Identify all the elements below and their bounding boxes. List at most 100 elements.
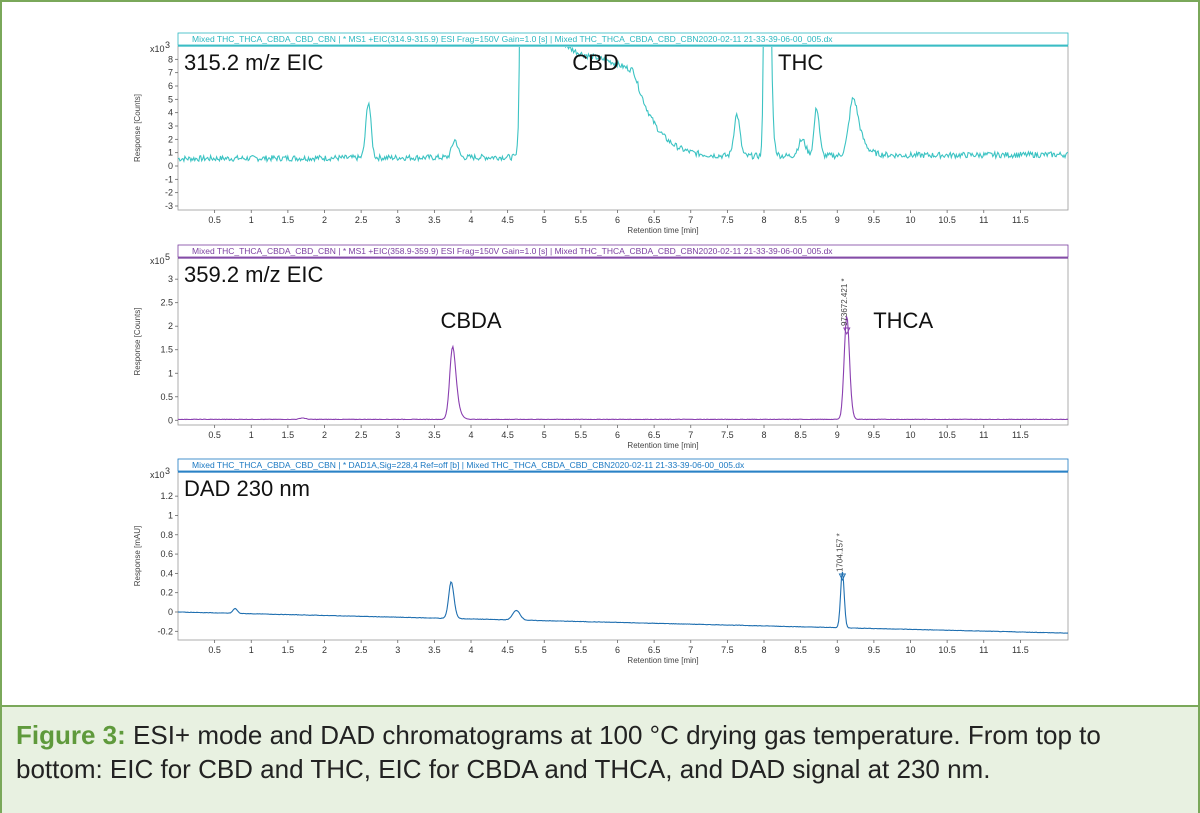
x-tick-label: 7.5 — [721, 215, 734, 225]
x-tick-label: 10.5 — [938, 215, 956, 225]
y-tick-label: 3 — [168, 121, 173, 131]
peak-annotation: CBDA — [440, 308, 501, 333]
x-tick-label: 10 — [906, 645, 916, 655]
x-tick-label: 10.5 — [938, 430, 956, 440]
x-tick-label: 8.5 — [794, 215, 807, 225]
peak-marker — [843, 327, 851, 336]
x-tick-label: 4.5 — [501, 645, 514, 655]
x-axis-label: Retention time [min] — [627, 441, 698, 450]
y-tick-label: 2 — [168, 321, 173, 331]
caption-label: Figure 3: — [16, 720, 126, 750]
x-tick-label: 2.5 — [355, 645, 368, 655]
chart-panel-1: Mixed THC_THCA_CBDA_CBD_CBN | * MS1 +EIC… — [133, 32, 1069, 235]
y-tick-label: -1 — [165, 174, 173, 184]
x-tick-label: 3.5 — [428, 430, 441, 440]
y-scale-exponent: 3 — [165, 466, 170, 476]
y-tick-label: 4 — [168, 108, 173, 118]
x-tick-label: 8 — [762, 215, 767, 225]
x-tick-label: 0.5 — [208, 430, 221, 440]
x-tick-label: 9.5 — [868, 645, 881, 655]
peak-marker — [838, 573, 847, 582]
y-tick-label: 6 — [168, 81, 173, 91]
x-tick-label: 3 — [395, 215, 400, 225]
x-tick-label: 0.5 — [208, 645, 221, 655]
x-tick-label: 6 — [615, 430, 620, 440]
x-tick-label: 4.5 — [501, 430, 514, 440]
x-tick-label: 3.5 — [428, 645, 441, 655]
y-axis-label: Response [mAU] — [133, 526, 142, 586]
y-tick-label: 0.4 — [160, 568, 173, 578]
x-tick-label: 8 — [762, 430, 767, 440]
panel-header-box — [177, 32, 1069, 46]
y-tick-label: 1 — [168, 368, 173, 378]
chart-panel-2: Mixed THC_THCA_CBDA_CBD_CBN | * MS1 +EIC… — [133, 244, 1069, 450]
y-tick-label: 5 — [168, 94, 173, 104]
y-tick-label: 2 — [168, 134, 173, 144]
y-tick-label: 1 — [168, 148, 173, 158]
panel-title: 359.2 m/z EIC — [184, 262, 324, 287]
y-tick-label: -0.2 — [157, 626, 173, 636]
y-scale-exponent: 5 — [165, 252, 170, 262]
x-tick-label: 2.5 — [355, 215, 368, 225]
x-tick-label: 1 — [249, 645, 254, 655]
caption-band — [2, 705, 1198, 813]
x-tick-label: 6 — [615, 215, 620, 225]
x-tick-label: 10.5 — [938, 645, 956, 655]
x-tick-label: 7 — [688, 215, 693, 225]
peak-annotation: CBD — [572, 50, 618, 75]
x-tick-label: 6.5 — [648, 645, 661, 655]
x-tick-label: 2 — [322, 215, 327, 225]
panel-header-text: Mixed THC_THCA_CBDA_CBD_CBN | * MS1 +EIC… — [192, 246, 833, 256]
x-tick-label: 0.5 — [208, 215, 221, 225]
x-tick-label: 3.5 — [428, 215, 441, 225]
x-tick-label: 6.5 — [648, 430, 661, 440]
y-tick-label: 0.8 — [160, 530, 173, 540]
x-tick-label: 5 — [542, 215, 547, 225]
signal-trace — [178, 47, 1068, 163]
y-tick-label: 1.2 — [160, 491, 173, 501]
x-tick-label: 11 — [979, 215, 988, 225]
plot-area — [177, 471, 1069, 641]
x-tick-label: 8.5 — [794, 430, 807, 440]
y-tick-label: 0.2 — [160, 588, 173, 598]
y-tick-label: 3 — [168, 274, 173, 284]
x-tick-label: 5.5 — [575, 430, 588, 440]
x-tick-label: 7.5 — [721, 430, 734, 440]
y-axis-label: Response [Counts] — [133, 94, 142, 162]
x-tick-label: 5.5 — [575, 645, 588, 655]
y-tick-label: 0.6 — [160, 549, 173, 559]
y-tick-label: 1.5 — [160, 345, 173, 355]
x-tick-label: 11 — [979, 645, 988, 655]
x-tick-label: 2 — [322, 645, 327, 655]
y-tick-label: -2 — [165, 188, 173, 198]
y-tick-label: -3 — [165, 201, 173, 211]
peak-value-label: 1704.157 * — [835, 533, 844, 572]
x-tick-label: 7 — [688, 645, 693, 655]
signal-trace — [178, 571, 1068, 634]
x-tick-label: 9.5 — [868, 215, 881, 225]
x-tick-label: 11 — [979, 430, 988, 440]
panel-header-text: Mixed THC_THCA_CBDA_CBD_CBN | * MS1 +EIC… — [192, 34, 833, 44]
x-tick-label: 11.5 — [1012, 645, 1029, 655]
x-tick-label: 1 — [249, 215, 254, 225]
y-axis-label: Response [Counts] — [133, 307, 142, 375]
x-tick-label: 4 — [468, 215, 473, 225]
y-tick-label: 0 — [168, 607, 173, 617]
x-tick-label: 4 — [468, 430, 473, 440]
peak-annotation: THCA — [873, 308, 933, 333]
x-tick-label: 9.5 — [868, 430, 881, 440]
signal-trace — [178, 316, 1068, 421]
y-tick-label: 0 — [168, 415, 173, 425]
x-tick-label: 1.5 — [282, 430, 295, 440]
x-tick-label: 4.5 — [501, 215, 514, 225]
x-tick-label: 9 — [835, 645, 840, 655]
panel-header-box — [177, 244, 1069, 258]
chromatogram-figure: Mixed THC_THCA_CBDA_CBD_CBN | * MS1 +EIC… — [133, 32, 1069, 665]
x-tick-label: 8 — [762, 645, 767, 655]
x-tick-label: 6 — [615, 645, 620, 655]
y-tick-label: 0.5 — [160, 392, 173, 402]
panel-title: 315.2 m/z EIC — [184, 50, 324, 75]
x-tick-label: 1.5 — [282, 215, 295, 225]
y-scale-exponent: 3 — [165, 40, 170, 50]
x-tick-label: 2 — [322, 430, 327, 440]
